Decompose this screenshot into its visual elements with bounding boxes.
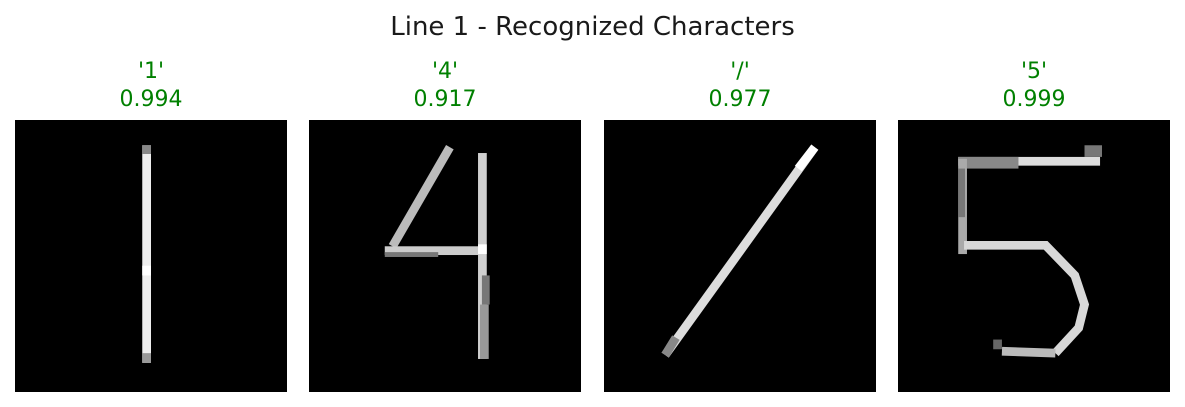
confidence-score: 0.994 bbox=[119, 87, 183, 112]
confidence-score: 0.999 bbox=[1002, 87, 1066, 112]
confidence-score: 0.917 bbox=[413, 87, 477, 112]
confidence-score: 0.977 bbox=[708, 87, 772, 112]
digit-one-glyph bbox=[142, 145, 151, 363]
character-image bbox=[898, 120, 1170, 392]
character-panel-4: '5' 0.999 bbox=[898, 0, 1170, 407]
character-panel-3: '/' 0.977 bbox=[604, 0, 876, 407]
digit-four-glyph bbox=[384, 145, 490, 359]
character-label: '5' bbox=[1020, 59, 1048, 84]
slash-glyph bbox=[661, 144, 819, 358]
character-image bbox=[604, 120, 876, 392]
character-panel-2: '4' 0.917 bbox=[309, 0, 581, 407]
figure-title: Line 1 - Recognized Characters bbox=[390, 12, 795, 42]
character-image bbox=[15, 120, 287, 392]
character-label: '/' bbox=[730, 59, 750, 84]
character-panel-1: '1' 0.994 bbox=[15, 0, 287, 407]
character-image bbox=[309, 120, 581, 392]
character-label: '4' bbox=[431, 59, 459, 84]
digit-five-glyph bbox=[958, 145, 1102, 358]
character-label: '1' bbox=[137, 59, 165, 84]
